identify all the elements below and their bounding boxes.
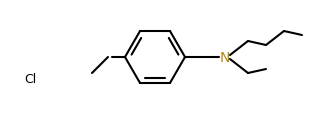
Text: N: N xyxy=(220,51,230,64)
Text: Cl: Cl xyxy=(24,73,36,86)
